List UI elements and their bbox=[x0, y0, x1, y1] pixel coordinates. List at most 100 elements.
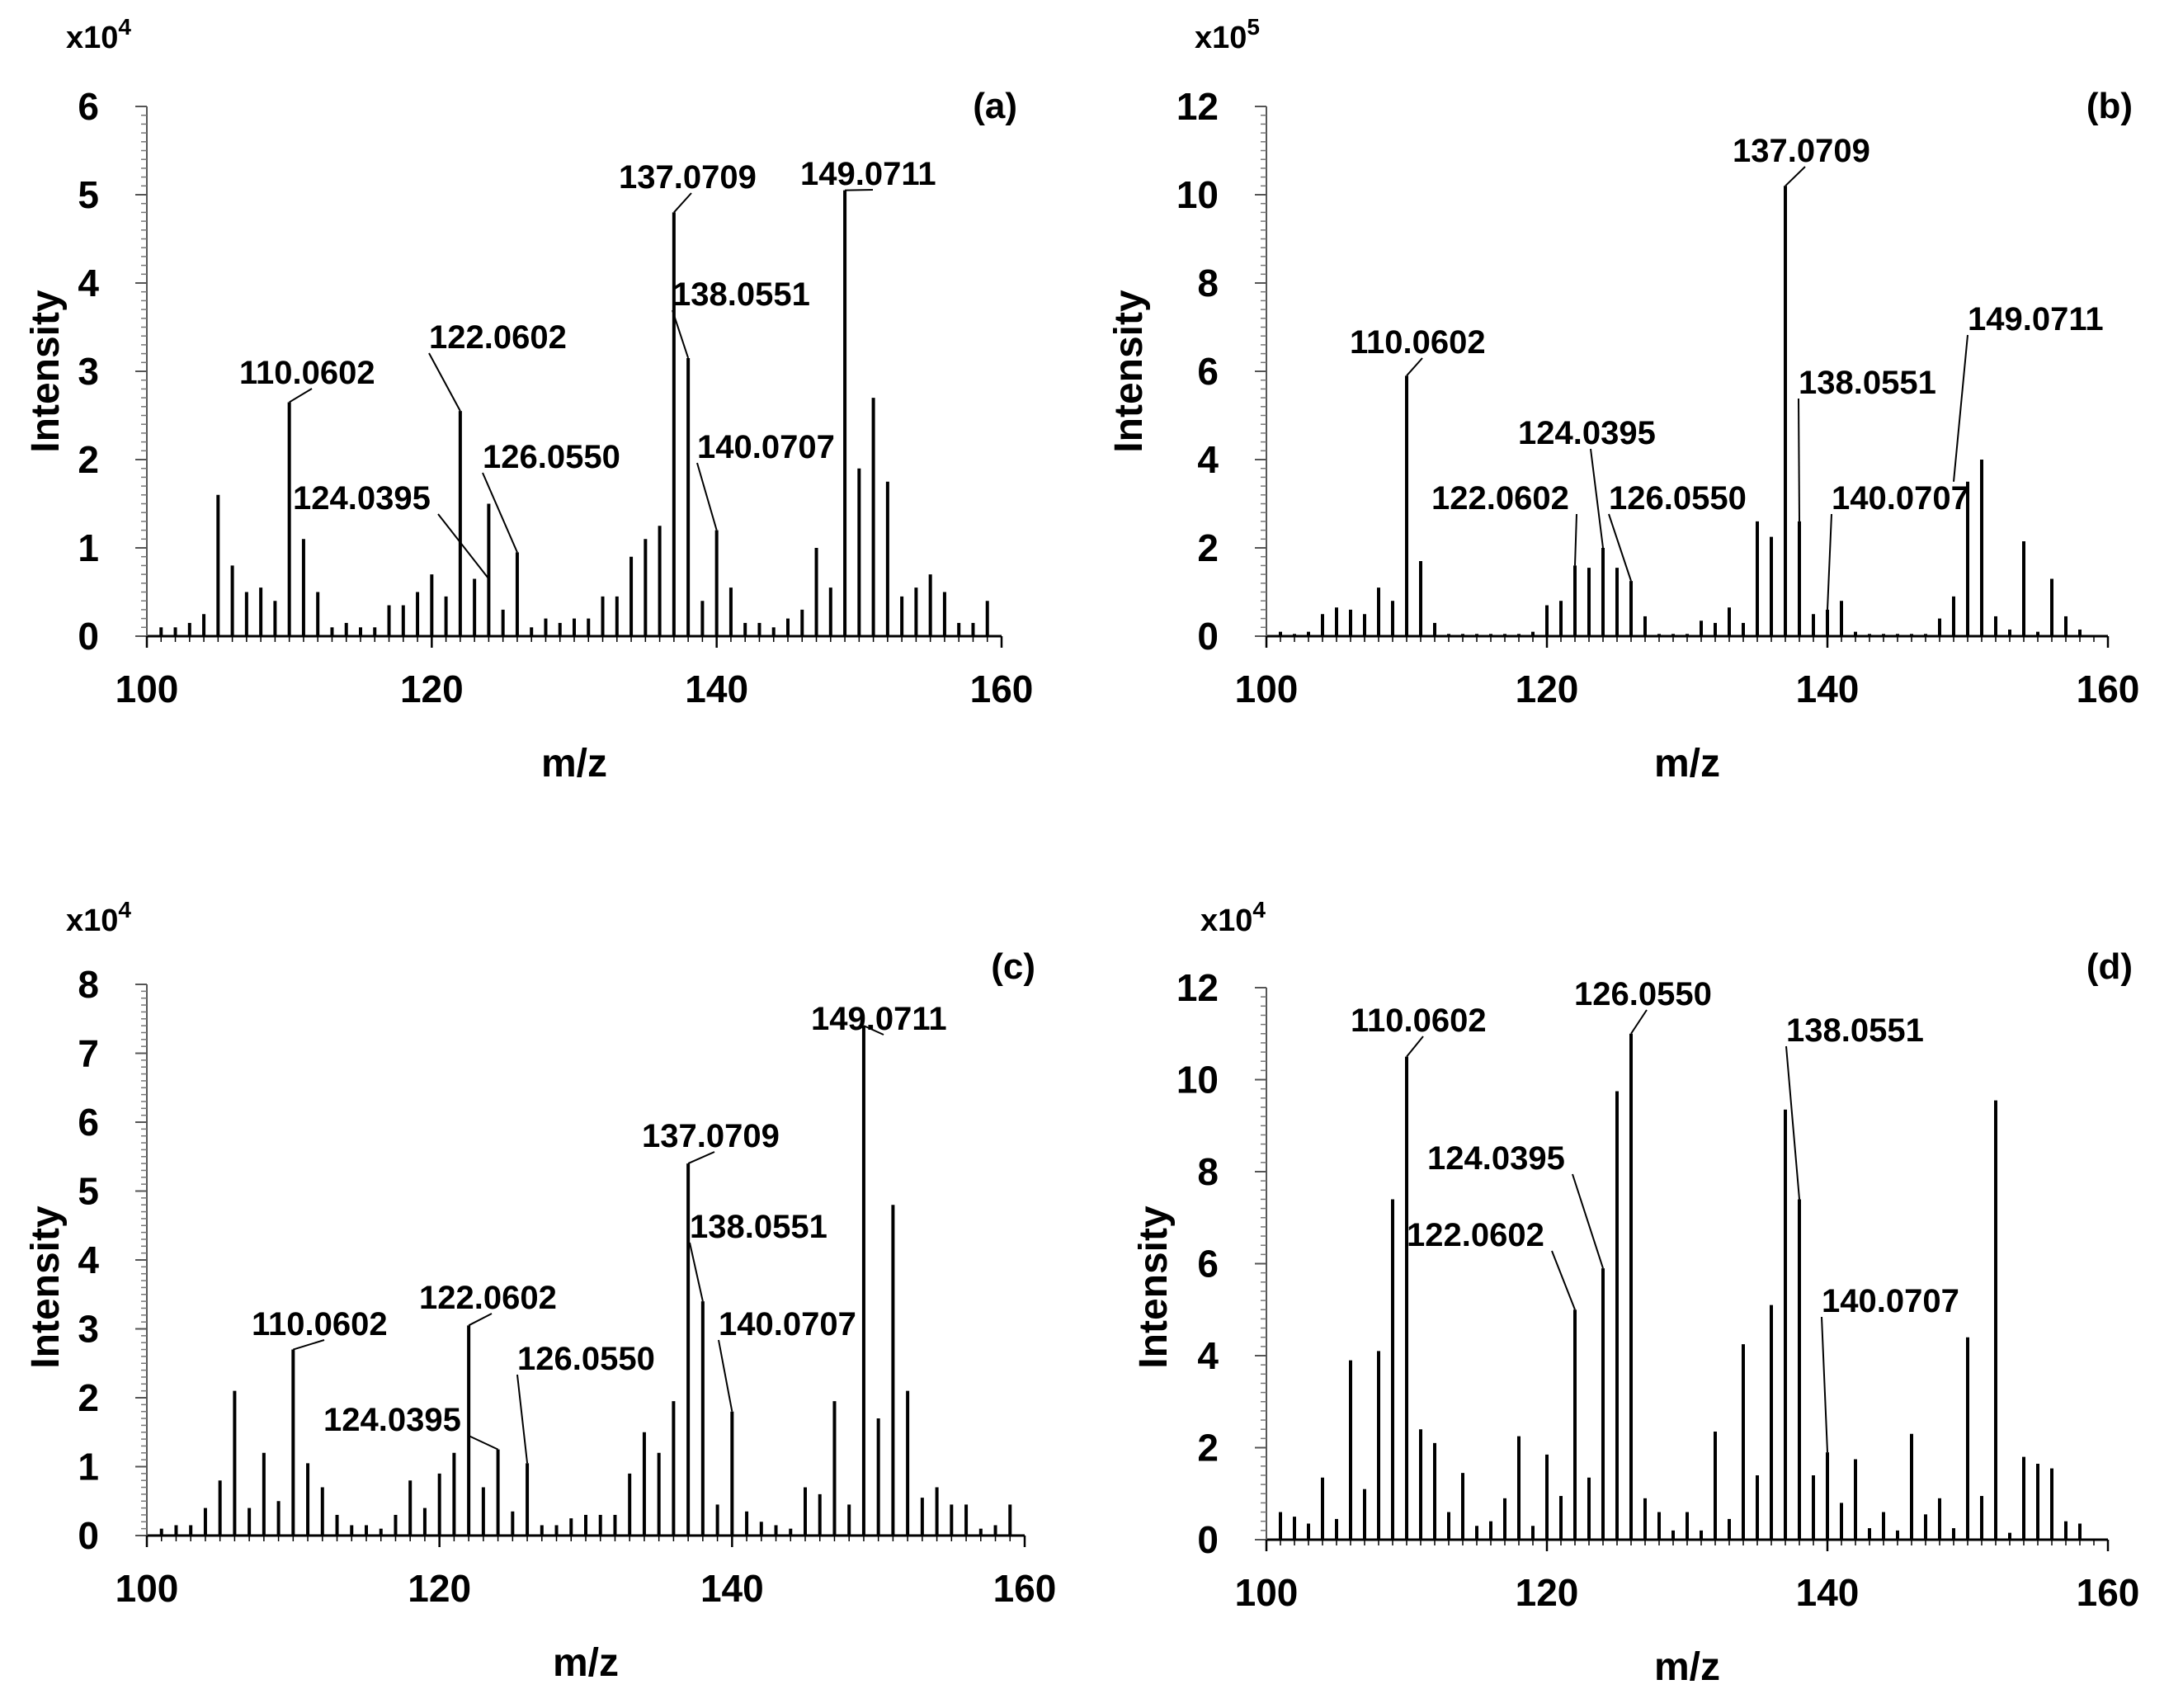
peak-leader-line bbox=[687, 1151, 715, 1165]
peak-leader-line bbox=[718, 1339, 733, 1412]
scale-exponent: 5 bbox=[1247, 14, 1260, 40]
scale-base: x10 bbox=[66, 904, 118, 938]
x-tick-label: 120 bbox=[400, 668, 464, 710]
peak-leader-line bbox=[863, 1025, 884, 1036]
y-tick-label: 1 bbox=[78, 526, 99, 569]
peak-leader-line bbox=[1574, 513, 1577, 566]
y-tick-label: 10 bbox=[1176, 1059, 1219, 1102]
peak-leader-line bbox=[1785, 1045, 1800, 1200]
x-tick-label: 100 bbox=[116, 1567, 179, 1610]
peak-leader-line bbox=[1821, 1316, 1828, 1453]
y-axis-title: Intensity bbox=[24, 1206, 68, 1369]
x-tick-label: 140 bbox=[685, 668, 748, 710]
peak-leader-line bbox=[1953, 334, 1968, 482]
spectrum-panel-b: 0 2 4 6 8 10 12 100 120 140 160 m/z Intensity x105 (b)… bbox=[1107, 14, 2139, 786]
peak-label: 140.0707 bbox=[1832, 480, 1969, 517]
scale-exponent: 4 bbox=[118, 14, 131, 40]
peak-label: 126.0550 bbox=[517, 1341, 655, 1377]
peak-label: 138.0551 bbox=[672, 276, 810, 313]
peak-label: 138.0551 bbox=[1799, 365, 1936, 401]
x-tick-label: 160 bbox=[970, 668, 1034, 710]
x-tick-label: 100 bbox=[1235, 1571, 1299, 1614]
y-tick-label: 6 bbox=[78, 1101, 99, 1144]
y-tick-label: 4 bbox=[1197, 1334, 1219, 1377]
panel-label: (b) bbox=[2086, 86, 2133, 126]
peak-leader-line bbox=[672, 309, 690, 359]
peak-label: 110.0602 bbox=[1351, 1003, 1487, 1039]
y-tick-label: 2 bbox=[1197, 1427, 1219, 1470]
x-axis-title: m/z bbox=[1654, 1645, 1720, 1689]
peak-leader-line bbox=[845, 189, 874, 191]
peak-leader-line bbox=[1406, 357, 1423, 377]
y-tick-label: 4 bbox=[78, 262, 99, 304]
scale-base: x10 bbox=[1200, 904, 1252, 938]
y-tick-label: 0 bbox=[1197, 615, 1219, 658]
y-tick-label: 2 bbox=[78, 438, 99, 481]
scale-base: x10 bbox=[66, 21, 118, 55]
peak-leader-line bbox=[289, 388, 313, 403]
peak-label: 124.0395 bbox=[293, 480, 431, 517]
peak-leader-line bbox=[1608, 513, 1632, 582]
peak-label: 124.0395 bbox=[323, 1402, 461, 1438]
peak-label: 110.0602 bbox=[252, 1306, 388, 1342]
peak-label: 124.0395 bbox=[1427, 1140, 1565, 1177]
peak-leader-line bbox=[1785, 166, 1806, 187]
y-tick-label: 0 bbox=[78, 1514, 99, 1557]
y-tick-label: 6 bbox=[1197, 350, 1219, 393]
y-tick-label: 10 bbox=[1176, 173, 1219, 216]
scale-factor: x105 bbox=[1195, 14, 1260, 55]
scale-base: x10 bbox=[1195, 21, 1247, 55]
y-tick-label: 8 bbox=[78, 963, 99, 1006]
peak-label: 140.0707 bbox=[697, 429, 835, 465]
panel-label: (c) bbox=[991, 946, 1035, 987]
peak-label: 122.0602 bbox=[1407, 1217, 1544, 1253]
x-tick-label: 160 bbox=[993, 1567, 1057, 1610]
x-tick-label: 120 bbox=[1516, 1571, 1579, 1614]
peak-label: 126.0550 bbox=[1574, 976, 1712, 1012]
scale-factor: x104 bbox=[1200, 897, 1266, 938]
y-tick-label: 0 bbox=[78, 615, 99, 658]
peak-label: 122.0602 bbox=[1431, 480, 1569, 517]
peak-label: 137.0709 bbox=[642, 1118, 780, 1154]
peak-leader-line bbox=[689, 1242, 704, 1302]
peak-leader-line bbox=[437, 513, 490, 580]
x-tick-label: 120 bbox=[408, 1567, 471, 1610]
x-tick-label: 100 bbox=[1235, 668, 1299, 710]
peak-leader-line bbox=[468, 1313, 493, 1327]
peak-leader-line bbox=[468, 1435, 499, 1451]
scale-exponent: 4 bbox=[118, 897, 131, 922]
panel-label: (a) bbox=[973, 86, 1017, 126]
y-tick-label: 3 bbox=[78, 1308, 99, 1351]
y-tick-label: 0 bbox=[1197, 1518, 1219, 1561]
peak-label: 126.0550 bbox=[483, 439, 620, 475]
y-tick-label: 3 bbox=[78, 350, 99, 393]
x-axis-title: m/z bbox=[1654, 742, 1720, 786]
x-tick-label: 160 bbox=[2077, 668, 2140, 710]
scale-factor: x104 bbox=[66, 14, 131, 55]
y-tick-label: 12 bbox=[1176, 966, 1219, 1009]
y-tick-label: 8 bbox=[1197, 262, 1219, 304]
y-tick-label: 8 bbox=[1197, 1150, 1219, 1193]
x-axis-title: m/z bbox=[553, 1641, 619, 1685]
y-axis-title: Intensity bbox=[1107, 290, 1151, 453]
peak-label: 138.0551 bbox=[690, 1209, 827, 1245]
peak-label: 122.0602 bbox=[429, 319, 567, 356]
peak-leader-line bbox=[1827, 513, 1832, 610]
peak-leader-line bbox=[1406, 1036, 1424, 1058]
peak-label: 138.0551 bbox=[1786, 1012, 1924, 1049]
y-tick-label: 6 bbox=[78, 85, 99, 128]
x-axis-title: m/z bbox=[541, 742, 607, 786]
y-tick-label: 7 bbox=[78, 1032, 99, 1075]
y-tick-label: 12 bbox=[1176, 85, 1219, 128]
y-tick-label: 4 bbox=[78, 1239, 99, 1281]
peak-label: 149.0711 bbox=[1968, 301, 2104, 337]
peak-label: 137.0709 bbox=[1733, 133, 1870, 169]
y-tick-label: 5 bbox=[78, 1170, 99, 1213]
y-tick-label: 6 bbox=[1197, 1243, 1219, 1286]
y-tick-label: 5 bbox=[78, 173, 99, 216]
x-tick-label: 140 bbox=[700, 1567, 764, 1610]
y-axis-title: Intensity bbox=[1132, 1206, 1176, 1369]
